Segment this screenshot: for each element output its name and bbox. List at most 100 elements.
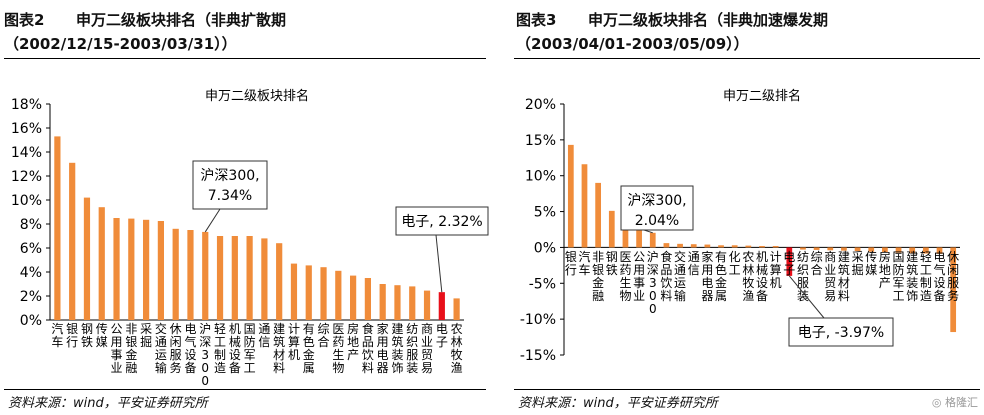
x-tick-label: 家用电器 [377, 321, 389, 375]
right-source-rule [514, 389, 980, 390]
x-tick-label: 非银金融 [592, 250, 604, 303]
bar [622, 224, 629, 248]
bar [608, 210, 615, 248]
bar [423, 290, 431, 320]
x-tick-label: 食品饮料 [660, 249, 672, 303]
x-tick-label: 采掘 [140, 322, 152, 349]
bar [320, 267, 327, 320]
x-tick-label: 建筑材料 [273, 322, 285, 375]
watermark: ◎ 格隆汇 [931, 396, 978, 409]
hs300-callout-right-box [620, 185, 694, 231]
left-panel: 图表2 申万二级板块排名（非典扩散期 （2002/12/15-2003/03/31… [0, 0, 490, 415]
x-tick-label: 机械设备 [229, 322, 241, 375]
x-tick-label: 建筑装饰 [906, 250, 918, 303]
bar [595, 182, 602, 248]
y-tick-label: 8% [20, 217, 42, 233]
hs300-callout-right-text: 2.04% [635, 213, 679, 229]
y-tick-label: -10% [520, 312, 556, 328]
electronics-callout-left-text: 电子, 2.32% [401, 214, 482, 230]
x-tick-label: 食品饮料 [362, 321, 374, 375]
x-tick-label: 农林牧渔 [742, 250, 754, 303]
left-source-rule [4, 389, 486, 390]
bar [800, 247, 806, 250]
x-tick-label: 休闲服务 [170, 322, 182, 375]
x-tick-label: 商业贸易 [421, 321, 433, 375]
y-tick-label: 16% [11, 121, 42, 137]
x-tick-label: 通信 [688, 250, 700, 277]
x-tick-label: 休闲服务 [947, 250, 959, 303]
right-source: 资料来源：wind，平安证券研究所 [518, 396, 718, 411]
bar [143, 219, 150, 320]
x-tick-label: 房地产 [879, 249, 891, 290]
bar [83, 197, 91, 320]
hs300-callout-left-box [192, 160, 268, 210]
x-tick-label: 建筑装饰 [391, 322, 403, 375]
bar [409, 286, 416, 320]
bar [786, 247, 793, 276]
right-title-rule [514, 58, 980, 59]
bar [868, 247, 875, 252]
x-tick-label: 国防军工 [244, 322, 256, 375]
bar [950, 247, 957, 333]
bar [936, 247, 943, 254]
y-tick-label: 14% [11, 145, 42, 161]
bar [841, 247, 847, 251]
bar [453, 298, 460, 320]
bar [663, 243, 670, 248]
left-source: 资料来源：wind，平安证券研究所 [8, 396, 208, 411]
y-tick-label: 10% [11, 193, 42, 209]
x-tick-label: 银行 [66, 322, 78, 349]
bar [216, 236, 224, 320]
x-tick-label: 有色金属 [715, 250, 727, 303]
bar [128, 218, 135, 320]
bar [350, 275, 357, 320]
x-tick-label: 有色金属 [303, 322, 315, 375]
bar [895, 247, 902, 253]
bar [636, 229, 642, 248]
bar [438, 292, 445, 320]
bar [649, 232, 656, 248]
bar [394, 285, 401, 320]
x-tick-label: 综合 [811, 250, 823, 277]
x-tick-label: 计算机 [770, 250, 782, 290]
bar [202, 231, 209, 320]
y-tick-label: 18% [11, 97, 42, 113]
bar [335, 270, 342, 320]
x-tick-label: 汽车 [578, 249, 590, 277]
bar [231, 236, 238, 320]
y-tick-label: 4% [20, 265, 42, 281]
x-tick-label: 钢铁 [81, 322, 93, 349]
x-tick-label: 机械设备 [756, 250, 768, 303]
bar [379, 284, 386, 320]
y-tick-label: -15% [520, 348, 556, 364]
y-tick-label: 6% [20, 241, 42, 257]
bar [305, 265, 312, 320]
x-tick-label: 电子 [783, 250, 795, 277]
x-tick-label: 计算机 [288, 322, 300, 362]
bar [772, 245, 779, 248]
x-tick-label: 公用事业 [633, 250, 645, 303]
hs300-callout-left-text: 7.34% [208, 188, 252, 204]
x-tick-label: 商业贸易 [824, 249, 836, 303]
x-tick-label: 纺织服装 [797, 250, 809, 303]
bar [677, 243, 683, 248]
x-tick-label: 交通运输 [674, 249, 686, 303]
electronics-callout-right-text: 电子, -3.97% [798, 325, 884, 341]
bar [157, 221, 164, 320]
bar [909, 247, 916, 254]
bar [827, 247, 834, 251]
x-tick-label: 房地产 [347, 321, 359, 362]
y-tick-label: 20% [525, 97, 556, 113]
left-figure-label: 图表2 [4, 11, 45, 29]
y-tick-label: 15% [525, 133, 556, 149]
x-tick-label: 医药生物 [332, 322, 344, 375]
bar [922, 247, 929, 254]
bar [246, 236, 253, 320]
y-tick-label: 10% [525, 169, 556, 185]
y-tick-label: 2% [20, 289, 42, 305]
electronics-callout-right-leader [788, 275, 825, 319]
bar [704, 244, 711, 248]
x-tick-label: 公用事业 [111, 322, 123, 375]
x-tick-label: 采掘 [852, 250, 864, 277]
bar [113, 218, 120, 320]
